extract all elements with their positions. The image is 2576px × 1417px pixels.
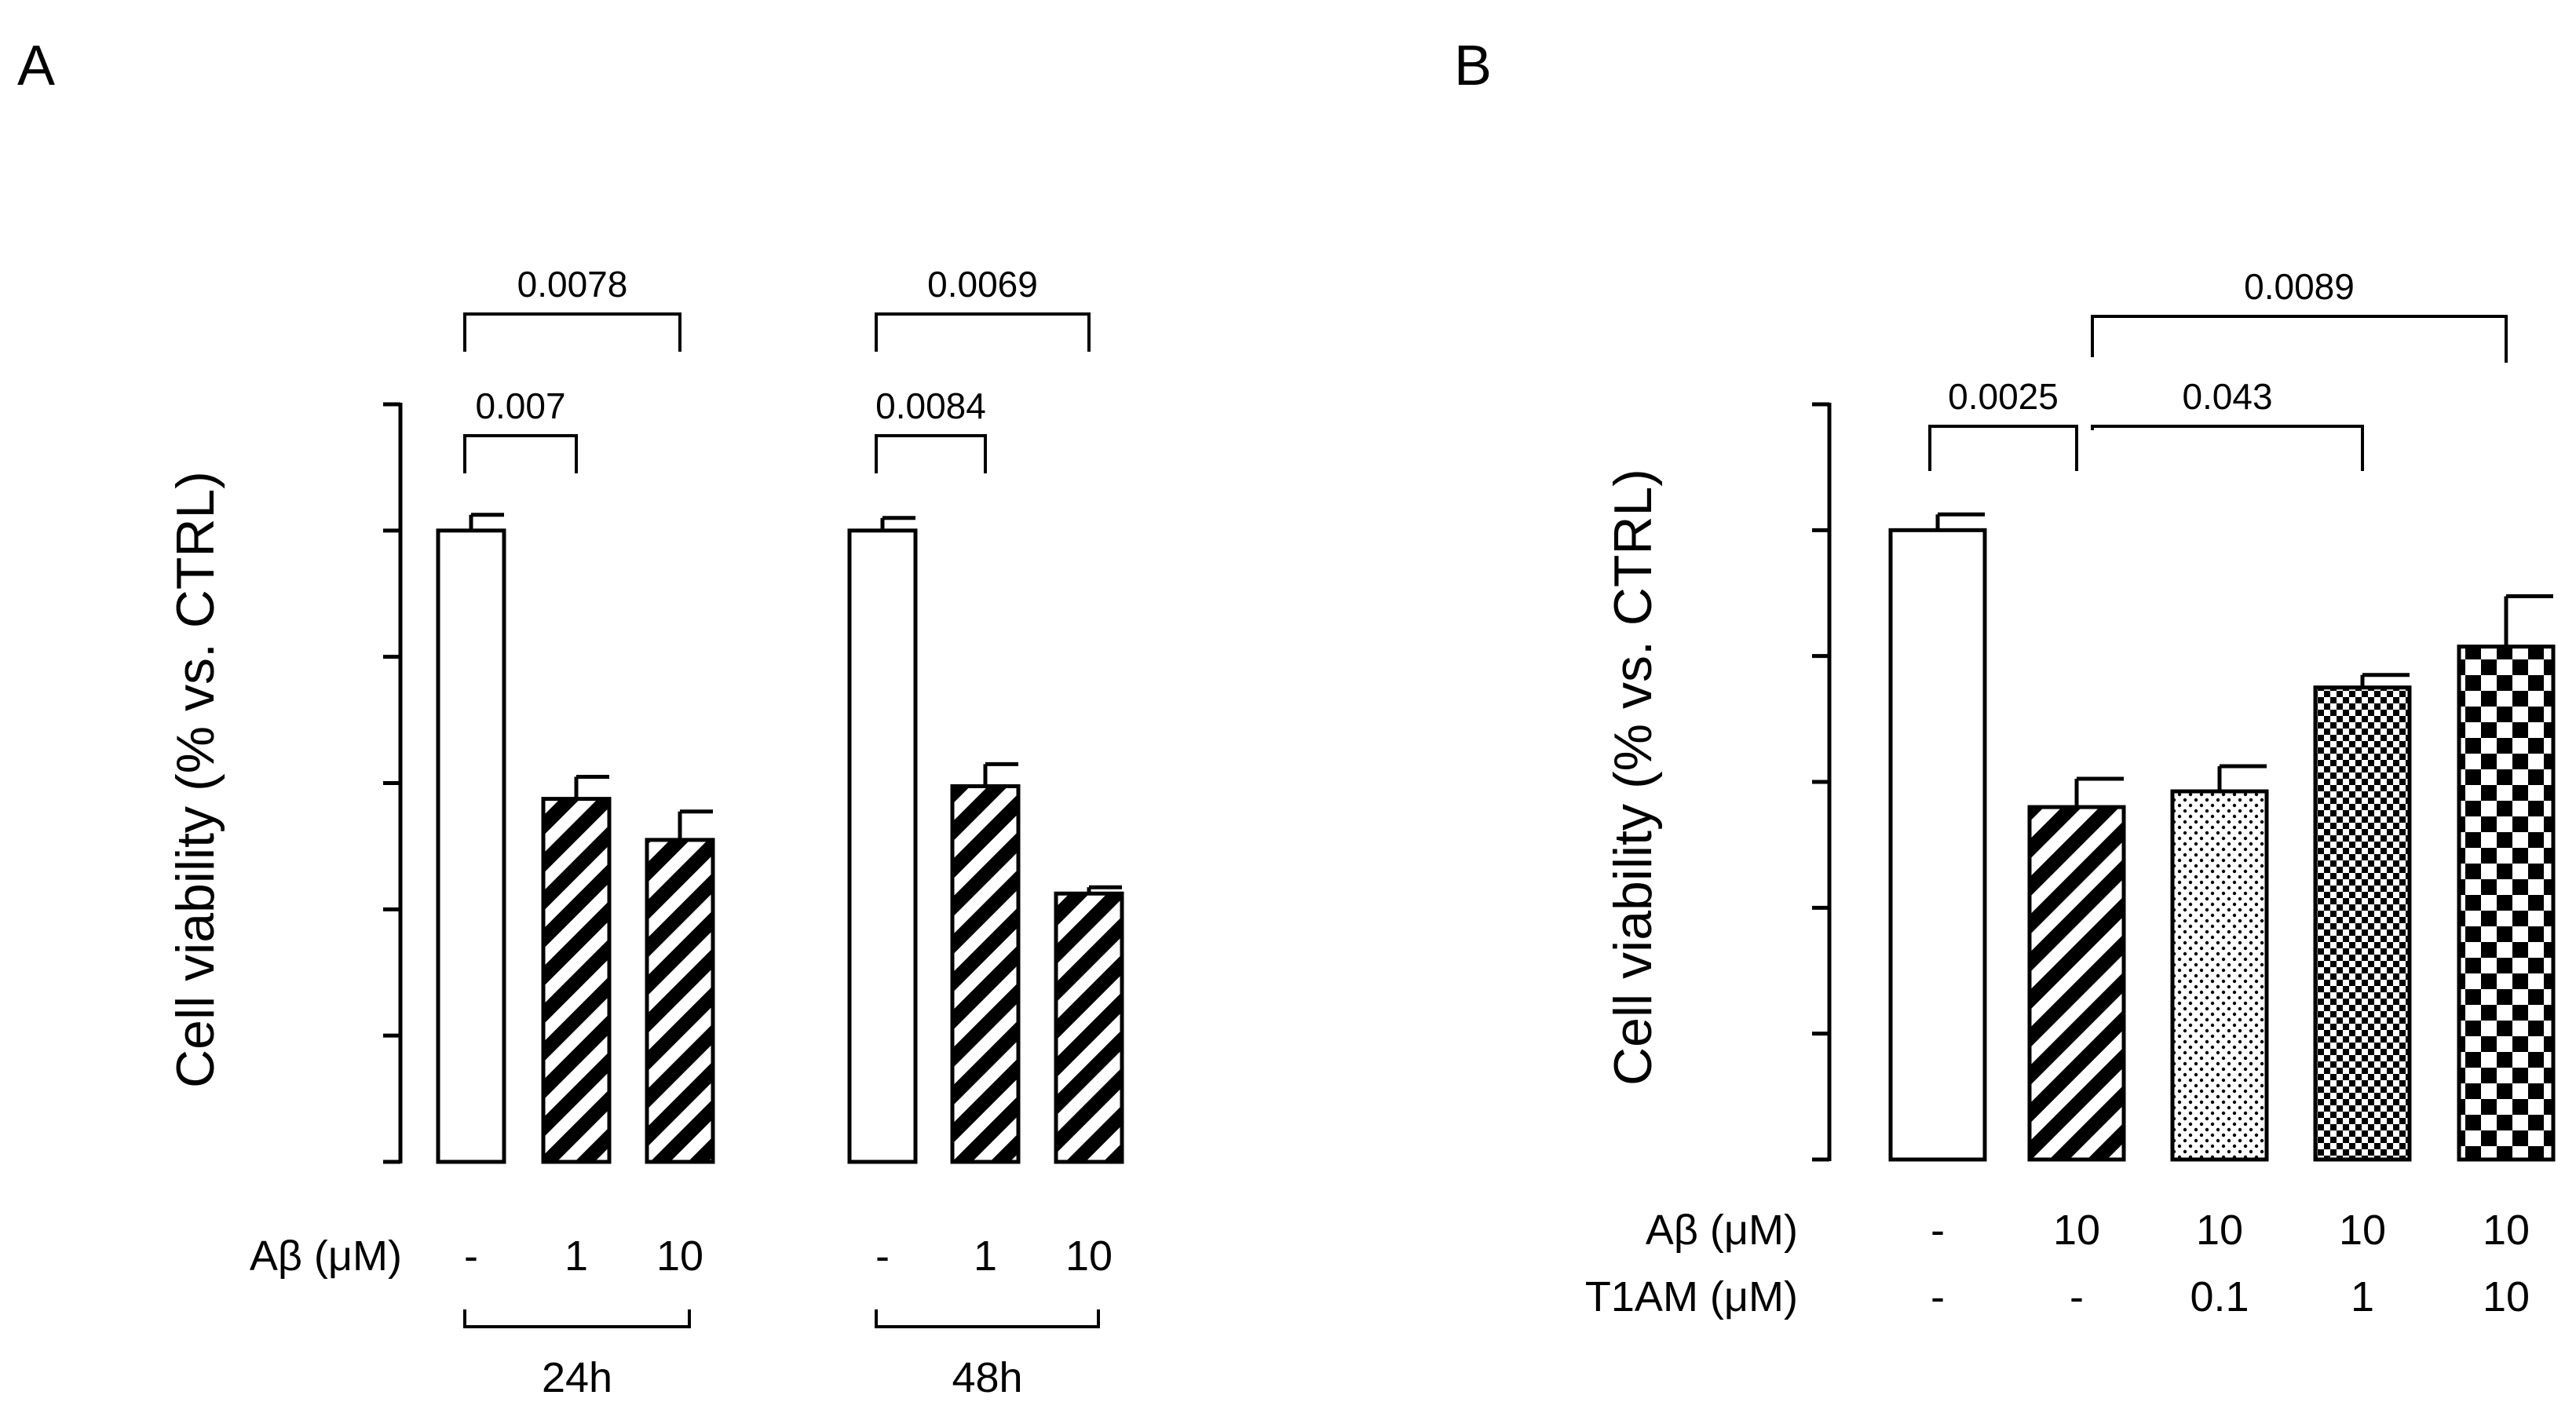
panel-a-bar-48h-0 [847, 528, 918, 1164]
panel-b-bar-1 [2027, 805, 2126, 1162]
panel-b-bar-4 [2457, 645, 2556, 1162]
panel-b-comparison-1-p-value: 0.043 [2182, 376, 2272, 417]
panel-a-condition-value: 1 [565, 1233, 588, 1280]
panel-b-abeta-value: - [1931, 1207, 1945, 1254]
panel-b-t1am-value: 10 [2483, 1273, 2530, 1320]
panel-a-48h-comparison-1-p-value: 0.0069 [927, 264, 1038, 305]
panel-b: B Cell viability (% vs. CTRL) Aβ (μM) T1… [1454, 35, 2556, 1320]
panel-a-condition-value: 10 [1065, 1233, 1113, 1280]
panel-a-24h-comparison-0-bracket [463, 434, 578, 473]
panel-a-y-axis-label: Cell viability (% vs. CTRL) [166, 471, 225, 1088]
panel-b-label: B [1454, 35, 1492, 97]
panel-b-comparison-0-bracket [1928, 425, 2078, 471]
panel-a-48h-comparison-0-p-value: 0.0084 [875, 385, 986, 426]
panel-a-group-label: 48h [952, 1354, 1022, 1401]
panel-a-bar-24h-0 [436, 528, 506, 1164]
panel-a-condition-value: - [464, 1233, 478, 1280]
panel-a-label: A [17, 35, 55, 97]
panel-b-bar-2 [2170, 789, 2269, 1162]
panel-b-comparison-0-p-value: 0.0025 [1948, 376, 2059, 417]
panel-a-group-bracket [463, 1309, 691, 1328]
panel-a-bar-24h-2 [645, 838, 715, 1164]
panel-a-condition-label: Aβ (μM) [250, 1233, 402, 1280]
panel-b-abeta-value: 10 [2053, 1207, 2100, 1254]
panel-a-group-label: 24h [542, 1354, 612, 1401]
panel-a-bar-48h-2 [1054, 891, 1124, 1164]
panel-a-48h-comparison-1-bracket [875, 312, 1091, 352]
panel-b-abeta-value: 10 [2339, 1207, 2386, 1254]
panel-b-t1am-value: 1 [2351, 1273, 2374, 1320]
panel-b-abeta-value: 10 [2196, 1207, 2243, 1254]
panel-b-t1am-value: 0.1 [2190, 1273, 2249, 1320]
panel-b-t1am-value: - [1931, 1273, 1945, 1320]
panel-b-condition-label-abeta: Aβ (μM) [1646, 1207, 1798, 1254]
panel-b-comparison-1-bracket [2091, 425, 2364, 471]
panel-a-bar-24h-1 [541, 797, 612, 1164]
panel-a-condition-value: 10 [656, 1233, 703, 1280]
panel-a: A Cell viability (% vs. CTRL) Aβ (μM) - 1… [17, 35, 1124, 1401]
panel-b-abeta-value: 10 [2483, 1207, 2530, 1254]
panel-a-48h-comparison-0-bracket [875, 434, 987, 473]
panel-a-24h-comparison-1-p-value: 0.0078 [517, 264, 628, 305]
panel-a-group-bracket [875, 1309, 1100, 1328]
panel-b-y-axis-label: Cell viability (% vs. CTRL) [1603, 469, 1663, 1086]
panel-b-t1am-value: - [2070, 1273, 2084, 1320]
panel-a-condition-value: - [875, 1233, 890, 1280]
panel-a-24h-comparison-0-p-value: 0.007 [475, 385, 565, 426]
panel-b-comparison-2-p-value: 0.0089 [2244, 266, 2355, 307]
panel-a-condition-value: 1 [974, 1233, 997, 1280]
panel-a-bar-48h-1 [950, 784, 1021, 1164]
panel-b-bar-0 [1888, 528, 1987, 1162]
panel-b-comparison-2-bracket [2091, 315, 2508, 363]
panel-b-condition-label-t1am: T1AM (μM) [1585, 1273, 1798, 1320]
panel-a-24h-comparison-1-bracket [463, 312, 681, 352]
panel-b-bar-3 [2313, 685, 2412, 1162]
